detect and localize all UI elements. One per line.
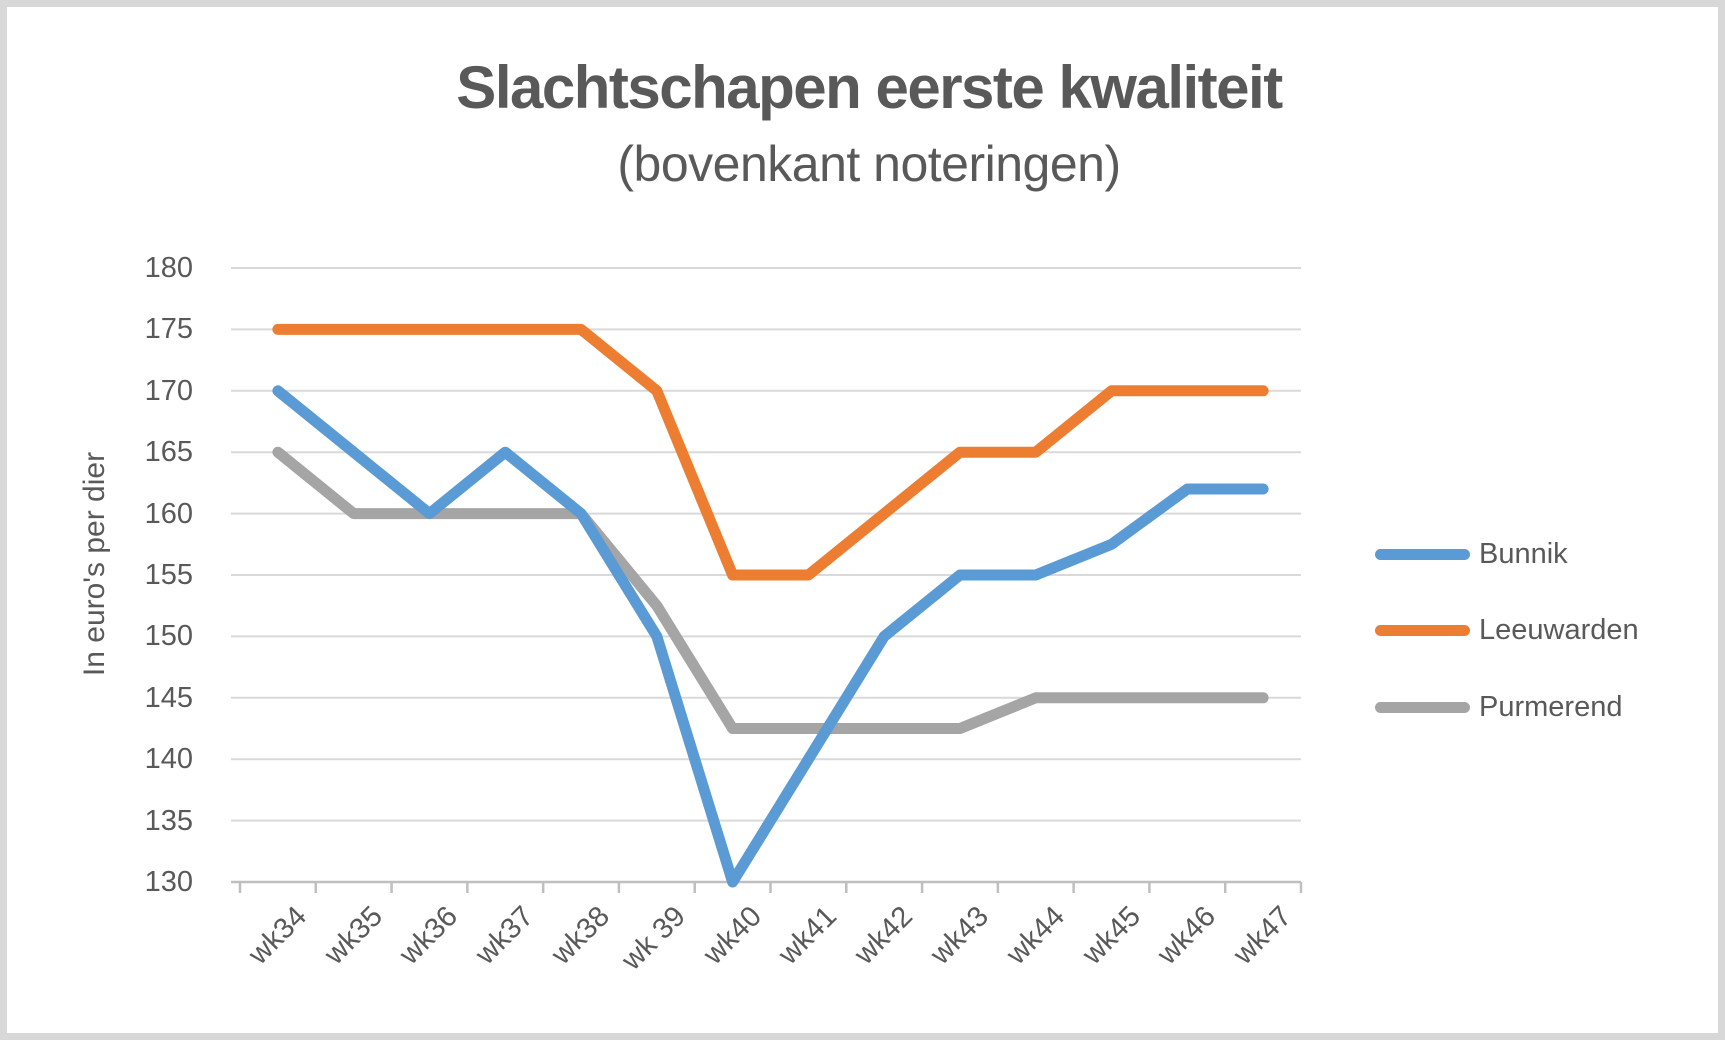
chart-title: Slachtschapen eerste kwaliteit	[456, 54, 1283, 121]
y-tick-label: 175	[144, 313, 193, 346]
series-line-bunnik	[272, 385, 1269, 888]
y-tick-label: 150	[144, 620, 193, 653]
y-tick-label: 180	[144, 252, 193, 284]
legend-label: Bunnik	[1479, 537, 1568, 570]
legend-label: Leeuwarden	[1479, 614, 1639, 646]
chart-subtitle: (bovenkant noteringen)	[617, 136, 1121, 192]
legend-swatch-leeuwarden	[1375, 625, 1470, 636]
y-tick-label: 165	[144, 436, 193, 469]
legend-item-bunnik: Bunnik	[1375, 538, 1568, 570]
legend-swatch-bunnik	[1375, 548, 1470, 560]
y-tick-label: 145	[144, 681, 193, 714]
legend-label: Purmerend	[1479, 690, 1623, 723]
y-tick-label: 155	[144, 559, 193, 591]
legend-item-purmerend: Purmerend	[1375, 691, 1622, 723]
y-tick-label: 135	[144, 804, 193, 837]
y-tick-label: 170	[144, 374, 193, 407]
series-line-purmerend	[272, 446, 1269, 734]
series-line-leeuwarden	[272, 323, 1269, 581]
plot-area	[231, 267, 1303, 893]
y-tick-label: 140	[144, 743, 193, 776]
legend-swatch-purmerend	[1375, 701, 1470, 713]
y-tick-label: 160	[144, 497, 193, 530]
legend-item-leeuwarden: Leeuwarden	[1375, 614, 1639, 647]
y-tick-label: 130	[144, 866, 193, 898]
